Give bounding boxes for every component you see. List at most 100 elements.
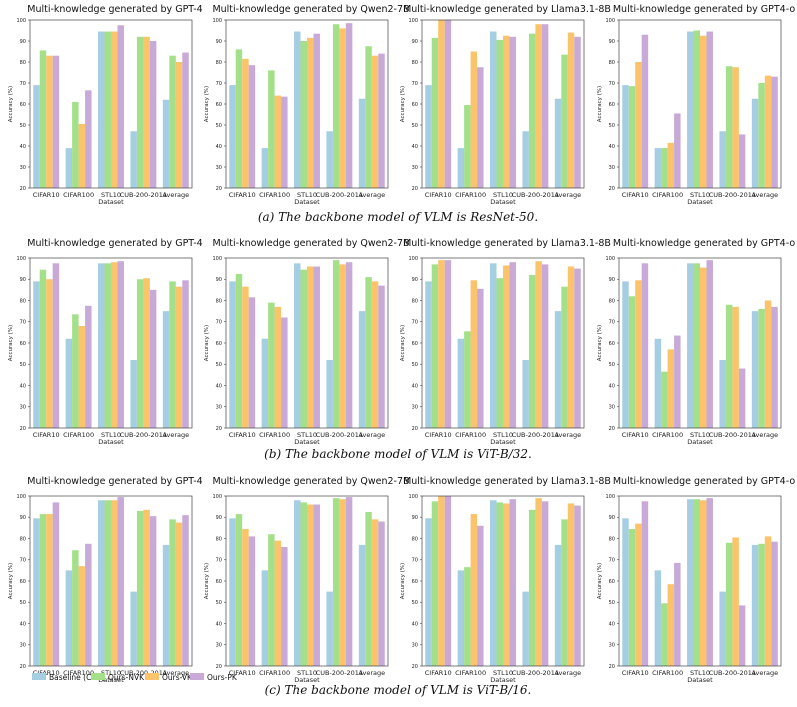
plot-frame xyxy=(29,257,193,429)
bar xyxy=(464,567,471,666)
y-tick-label: 50 xyxy=(216,600,222,606)
y-tick-label: 40 xyxy=(20,621,26,627)
legend-swatch-nvk xyxy=(91,673,105,680)
y-tick-label: 80 xyxy=(20,60,26,66)
y-tick-label: 20 xyxy=(412,186,418,192)
chart-title: Multi-knowledge generated by GPT4-o xyxy=(613,476,795,487)
bar xyxy=(490,263,497,428)
bar xyxy=(554,311,562,428)
bar xyxy=(371,519,379,666)
x-tick-label: Average xyxy=(358,669,385,677)
bar xyxy=(661,148,668,188)
bar xyxy=(496,39,503,189)
bar xyxy=(294,263,301,428)
y-tick-label: 30 xyxy=(609,405,615,411)
bar xyxy=(242,286,249,428)
bar xyxy=(561,519,568,666)
legend-swatch-vk xyxy=(145,673,159,680)
bar xyxy=(345,262,353,428)
y-tick-label: 50 xyxy=(412,362,418,368)
chart-panel: Multi-knowledge generated by Llama3.1-8B… xyxy=(400,238,611,446)
x-tick-label: CIFAR10 xyxy=(33,191,60,199)
bar xyxy=(274,95,282,188)
y-tick-label: 20 xyxy=(216,426,222,432)
y-axis-label: Accuracy (%) xyxy=(8,86,14,122)
bar xyxy=(313,266,320,428)
y-tick-label: 90 xyxy=(216,515,222,521)
bar xyxy=(72,101,79,188)
y-tick-label: 50 xyxy=(412,600,418,606)
x-tick-label: CIFAR10 xyxy=(229,191,256,199)
bar xyxy=(300,41,307,188)
chart-title: Multi-knowledge generated by GPT4-o xyxy=(613,4,795,15)
chart-title: Multi-knowledge generated by Qwen2-7B xyxy=(212,476,409,487)
chart-title: Multi-knowledge generated by Qwen2-7B xyxy=(212,238,409,249)
chart-title: Multi-knowledge generated by GPT-4 xyxy=(27,476,202,487)
bar xyxy=(687,31,694,188)
plot-frame xyxy=(225,495,389,667)
y-tick-label: 30 xyxy=(609,165,615,171)
bar xyxy=(149,516,157,666)
bar xyxy=(104,500,111,666)
y-tick-label: 90 xyxy=(412,277,418,283)
y-tick-label: 100 xyxy=(408,494,418,500)
bar xyxy=(261,570,269,666)
y-tick-label: 40 xyxy=(20,144,26,150)
y-tick-label: 20 xyxy=(609,186,615,192)
bar xyxy=(98,263,105,428)
bar xyxy=(431,37,439,188)
bar xyxy=(261,148,269,188)
y-tick-label: 80 xyxy=(20,536,26,542)
bar xyxy=(117,261,124,428)
bar xyxy=(764,75,772,188)
x-tick-label: CUB-200-2011 xyxy=(120,669,167,677)
bar xyxy=(661,371,668,428)
bar xyxy=(117,497,124,666)
bar xyxy=(175,286,183,428)
x-tick-label: Average xyxy=(162,669,189,677)
bar xyxy=(700,500,707,666)
bar xyxy=(528,509,536,666)
bar xyxy=(635,280,642,428)
bar xyxy=(39,50,47,189)
chart-title: Multi-knowledge generated by Llama3.1-8B xyxy=(403,476,611,487)
bar xyxy=(706,498,713,666)
x-tick-label: STL10 xyxy=(101,431,121,439)
bar xyxy=(764,300,772,428)
y-tick-label: 70 xyxy=(412,320,418,326)
y-tick-label: 20 xyxy=(609,664,615,670)
bar xyxy=(378,285,385,428)
bar xyxy=(242,528,249,666)
bar xyxy=(464,331,471,428)
bar xyxy=(725,304,733,428)
bar xyxy=(528,33,536,189)
bar xyxy=(143,36,150,188)
bar xyxy=(326,131,333,188)
bar xyxy=(457,570,465,666)
bar xyxy=(667,142,675,188)
bar xyxy=(365,511,372,666)
bar xyxy=(687,263,694,428)
bar xyxy=(438,260,445,428)
x-tick-label: CIFAR100 xyxy=(652,431,683,439)
bar xyxy=(229,281,236,428)
bar xyxy=(332,498,340,666)
y-tick-label: 100 xyxy=(605,256,615,262)
bar xyxy=(732,306,739,428)
y-tick-label: 80 xyxy=(609,536,615,542)
bar xyxy=(641,263,649,428)
y-tick-label: 20 xyxy=(20,426,26,432)
y-tick-label: 20 xyxy=(609,426,615,432)
chart-panel: Multi-knowledge generated by GPT-4 20 30 40… xyxy=(8,238,203,446)
y-tick-label: 50 xyxy=(20,600,26,606)
bar xyxy=(628,86,636,188)
bar xyxy=(706,260,713,428)
y-tick-label: 30 xyxy=(412,165,418,171)
bar xyxy=(248,297,256,428)
x-axis-label: Dataset xyxy=(490,438,516,446)
y-tick-label: 90 xyxy=(216,39,222,45)
bar xyxy=(431,501,439,666)
bar xyxy=(496,502,503,666)
bar xyxy=(281,547,288,666)
